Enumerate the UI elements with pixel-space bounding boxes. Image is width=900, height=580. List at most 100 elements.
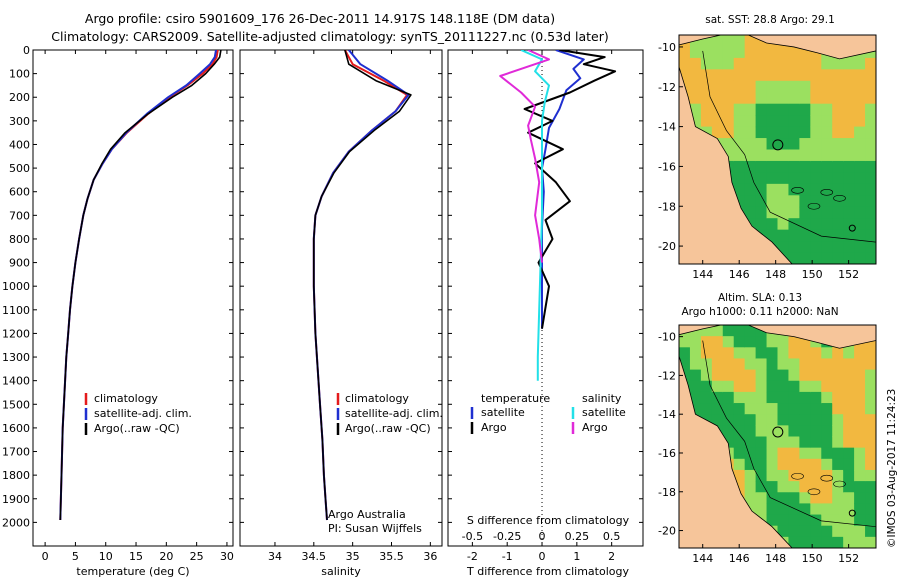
map-cell: [854, 492, 866, 504]
map-cell: [744, 458, 757, 471]
map-cell: [733, 358, 746, 371]
map-cell: [733, 195, 746, 208]
map-cell: [766, 503, 779, 516]
map-cell: [722, 325, 735, 337]
map-cell: [733, 115, 746, 128]
map-cell: [810, 469, 822, 482]
map-cell: [766, 458, 779, 471]
map-cell: [766, 481, 779, 493]
map-cell: [810, 241, 822, 254]
map-cell: [744, 115, 757, 128]
y-tick-label: 200: [9, 91, 30, 104]
y-tick-label: -14: [658, 408, 676, 421]
s-tick-label: -0.25: [493, 530, 521, 543]
map-cell: [854, 358, 866, 371]
y-tick-label: -20: [658, 525, 676, 538]
map-cell: [766, 391, 779, 404]
map-cell: [722, 80, 735, 93]
map-cell: [854, 126, 866, 139]
reef-outline: [820, 474, 834, 482]
map-cell: [711, 46, 724, 59]
map-cell: [865, 391, 876, 404]
map-cell: [777, 69, 790, 82]
map-cell: [843, 514, 855, 527]
map-cell: [865, 115, 876, 128]
x-tick-label: 20: [159, 550, 173, 563]
map-cell: [821, 525, 833, 538]
map-cell: [777, 218, 790, 231]
map-cell: [679, 358, 691, 371]
map-cell: [766, 436, 779, 449]
map-cell: [722, 380, 735, 393]
map-cell: [821, 347, 833, 360]
map-cell: [777, 138, 790, 151]
map-cell: [810, 414, 822, 426]
map-cell: [700, 391, 713, 404]
legend-label-climatology: climatology: [94, 392, 158, 405]
map-cell: [832, 503, 844, 516]
map-cell: [755, 481, 768, 493]
map-cell: [832, 80, 844, 93]
map-cell: [843, 183, 855, 196]
map-cell: [821, 149, 833, 162]
map-cell: [733, 369, 746, 382]
map-cell: [799, 503, 811, 516]
map-cell: [832, 69, 844, 82]
map-cell: [832, 514, 844, 527]
map-cell: [788, 241, 800, 254]
map-cell: [733, 336, 746, 348]
salinity-xlabel: salinity: [321, 565, 361, 578]
map-cell: [821, 80, 833, 93]
y-tick-label: 1100: [2, 304, 30, 317]
map-cell: [810, 481, 822, 493]
map-cell: [744, 380, 757, 393]
map-cell: [832, 447, 844, 460]
map-cell: [854, 115, 866, 128]
x-tick-label: 35.5: [379, 550, 404, 563]
map-cell: [832, 172, 844, 185]
map-cell: [799, 336, 811, 348]
legend-label-s-satellite: satellite: [582, 406, 626, 419]
map-cell: [854, 160, 866, 173]
map-cell: [843, 391, 855, 404]
map-cell: [810, 218, 822, 231]
map-cell: [854, 206, 866, 219]
map-cell: [777, 458, 790, 471]
map-cell: [810, 458, 822, 471]
map-cell: [854, 183, 866, 196]
map-cell: [843, 115, 855, 128]
map-cell: [777, 103, 790, 116]
map-cell: [700, 115, 713, 128]
map-cell: [799, 403, 811, 415]
map-cell: [711, 380, 724, 393]
difference-xlabel: T difference from climatology: [466, 565, 629, 578]
map-cell: [777, 525, 790, 538]
s-tick-label: -0.5: [462, 530, 483, 543]
map-cell: [744, 414, 757, 426]
map-cell: [733, 57, 746, 70]
map-cell: [832, 458, 844, 471]
map-cell: [788, 115, 800, 128]
map-cell: [865, 160, 876, 173]
map-cell: [821, 492, 833, 504]
x-tick-label: 25: [190, 550, 204, 563]
map-cell: [788, 525, 800, 538]
map-cell: [821, 514, 833, 527]
salinity-series: [312, 50, 412, 521]
map-cell: [788, 358, 800, 371]
map-cell: [843, 481, 855, 493]
map-cell: [711, 57, 724, 70]
series-line-climatology: [312, 50, 408, 521]
sst-map-field: [679, 35, 876, 264]
map-cell: [854, 481, 866, 493]
map-cell: [777, 447, 790, 460]
map-cell: [711, 358, 724, 371]
map-cell: [744, 46, 757, 59]
y-tick-label: -18: [658, 486, 676, 499]
map-cell: [821, 229, 833, 242]
map-cell: [733, 414, 746, 426]
x-tick-label: 15: [129, 550, 143, 563]
map-cell: [865, 138, 876, 151]
map-cell: [711, 369, 724, 382]
map-cell: [821, 358, 833, 371]
